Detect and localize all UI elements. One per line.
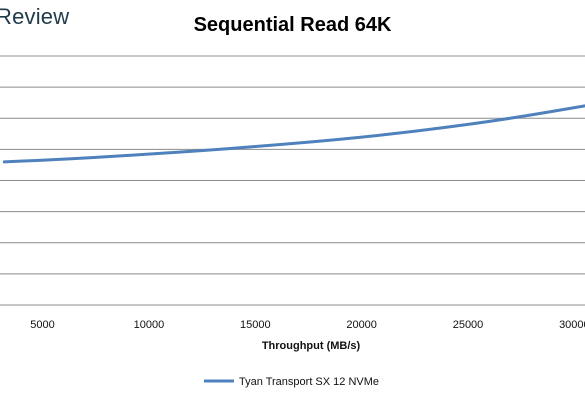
x-tick-label: 30000: [559, 319, 585, 331]
legend-label: Tyan Transport SX 12 NVMe: [239, 376, 379, 388]
x-axis-label: Throughput (MB/s): [262, 340, 361, 352]
series-layer: [2, 104, 585, 164]
x-axis-ticks: 5000 10000 15000 20000 25000 30000: [30, 319, 585, 331]
chart-title: Sequential Read 64K: [193, 14, 392, 36]
series-line-tyan-transport-sx-12-nvme: [2, 104, 585, 164]
x-tick-label: 25000: [453, 319, 484, 331]
legend: Tyan Transport SX 12 NVMe: [204, 376, 379, 388]
brand-logo-text: Review: [0, 4, 70, 29]
x-tick-label: 5000: [30, 319, 54, 331]
x-tick-label: 20000: [346, 319, 377, 331]
x-tick-label: 15000: [240, 319, 271, 331]
x-tick-label: 10000: [134, 319, 165, 331]
gridlines: [0, 55, 585, 306]
